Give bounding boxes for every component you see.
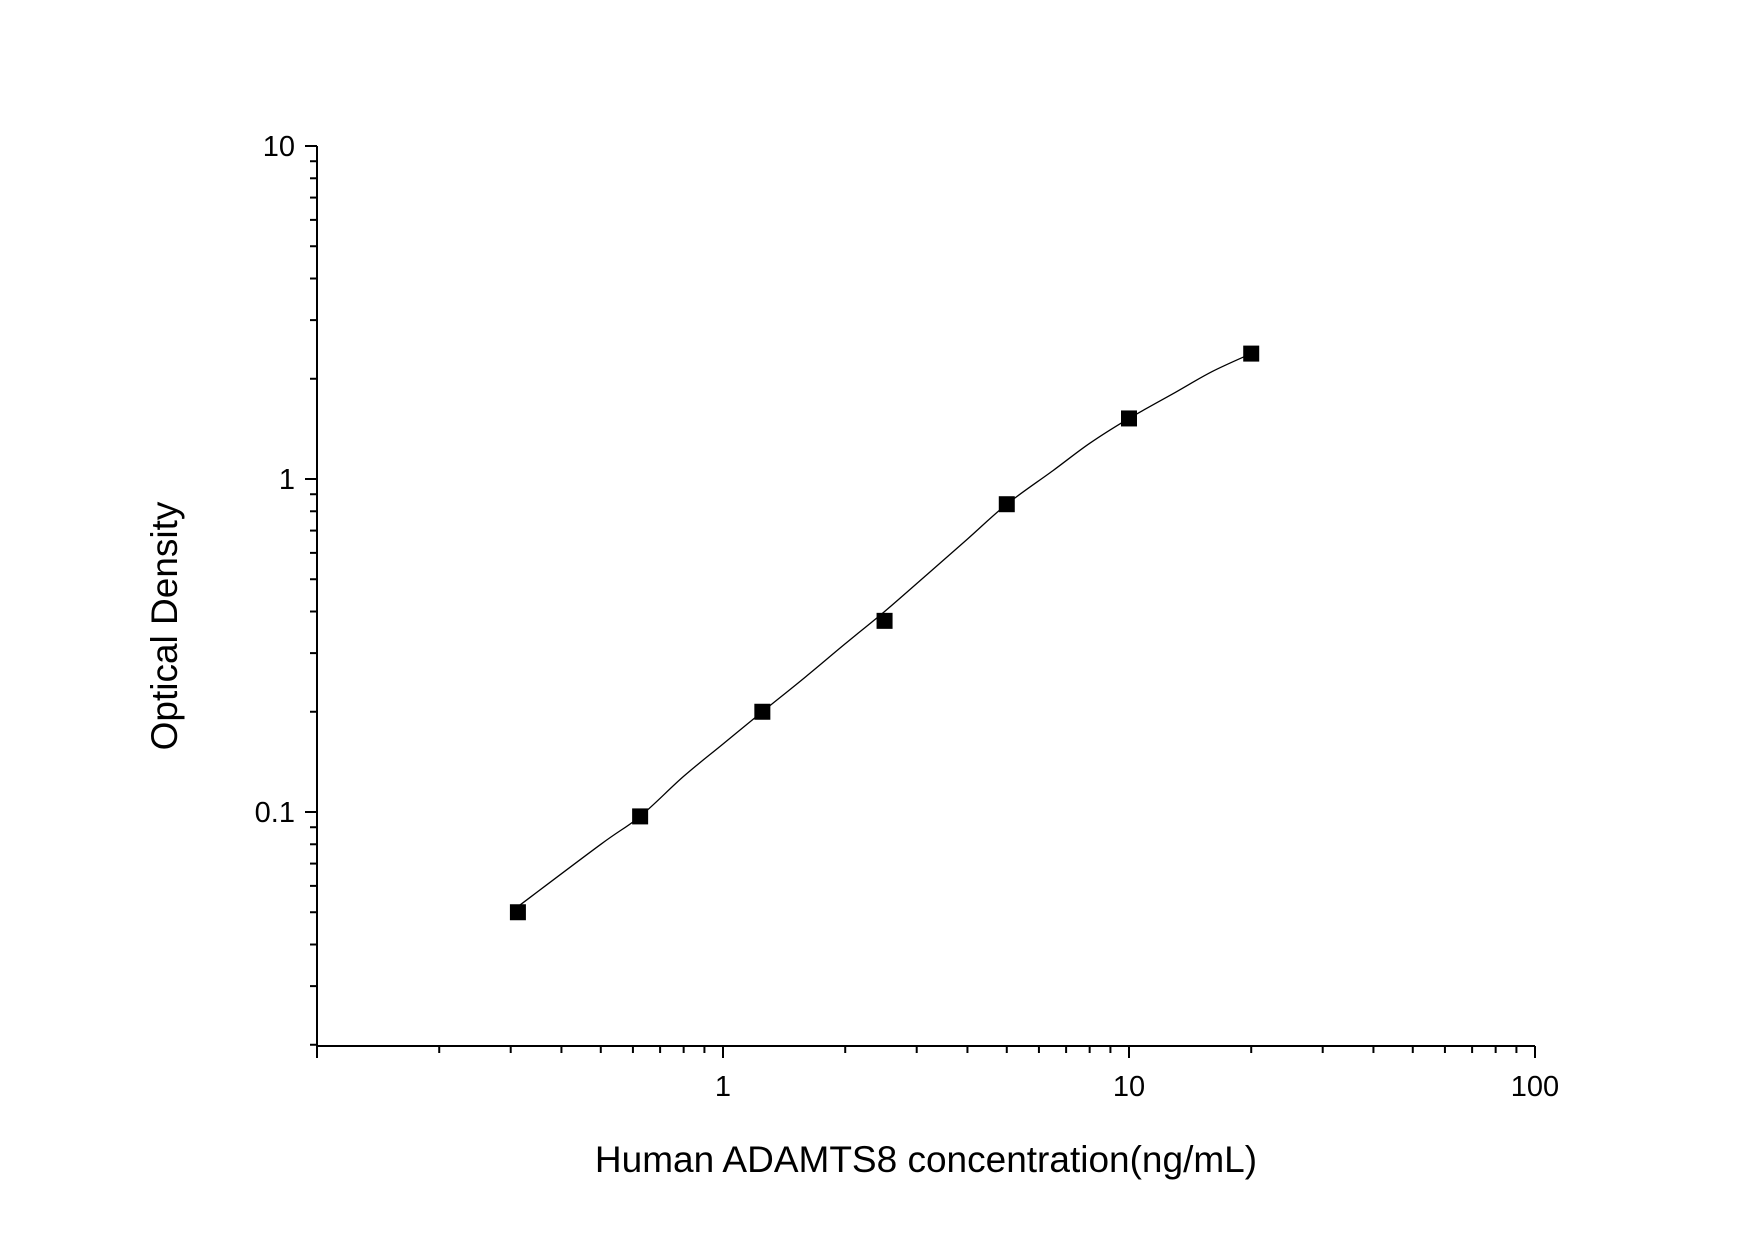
- data-points: [509, 345, 1260, 921]
- data-point: [1243, 345, 1260, 362]
- fit-curve-line: [517, 353, 1252, 908]
- y-tick-label-0.1: 0.1: [255, 797, 295, 829]
- data-point: [1121, 410, 1137, 427]
- x-axis-title: Human ADAMTS8 concentration(ng/mL): [595, 1139, 1257, 1180]
- data-point: [754, 703, 771, 720]
- axes: [316, 146, 1535, 1047]
- x-tick-label-100: 100: [1511, 1071, 1559, 1103]
- ticks: [305, 145, 1536, 1058]
- y-tick-label-10: 10: [263, 131, 295, 163]
- y-tick-label-1: 1: [279, 464, 295, 496]
- x-tick-label-1: 1: [715, 1071, 731, 1103]
- data-point: [876, 612, 893, 629]
- tick-labels: 1 10 100 0.1 1 10: [255, 131, 1560, 1103]
- y-axis-title: Optical Density: [144, 501, 185, 750]
- data-point: [509, 904, 526, 921]
- data-point: [632, 808, 649, 825]
- data-point: [998, 496, 1015, 513]
- x-tick-label-10: 10: [1113, 1071, 1145, 1103]
